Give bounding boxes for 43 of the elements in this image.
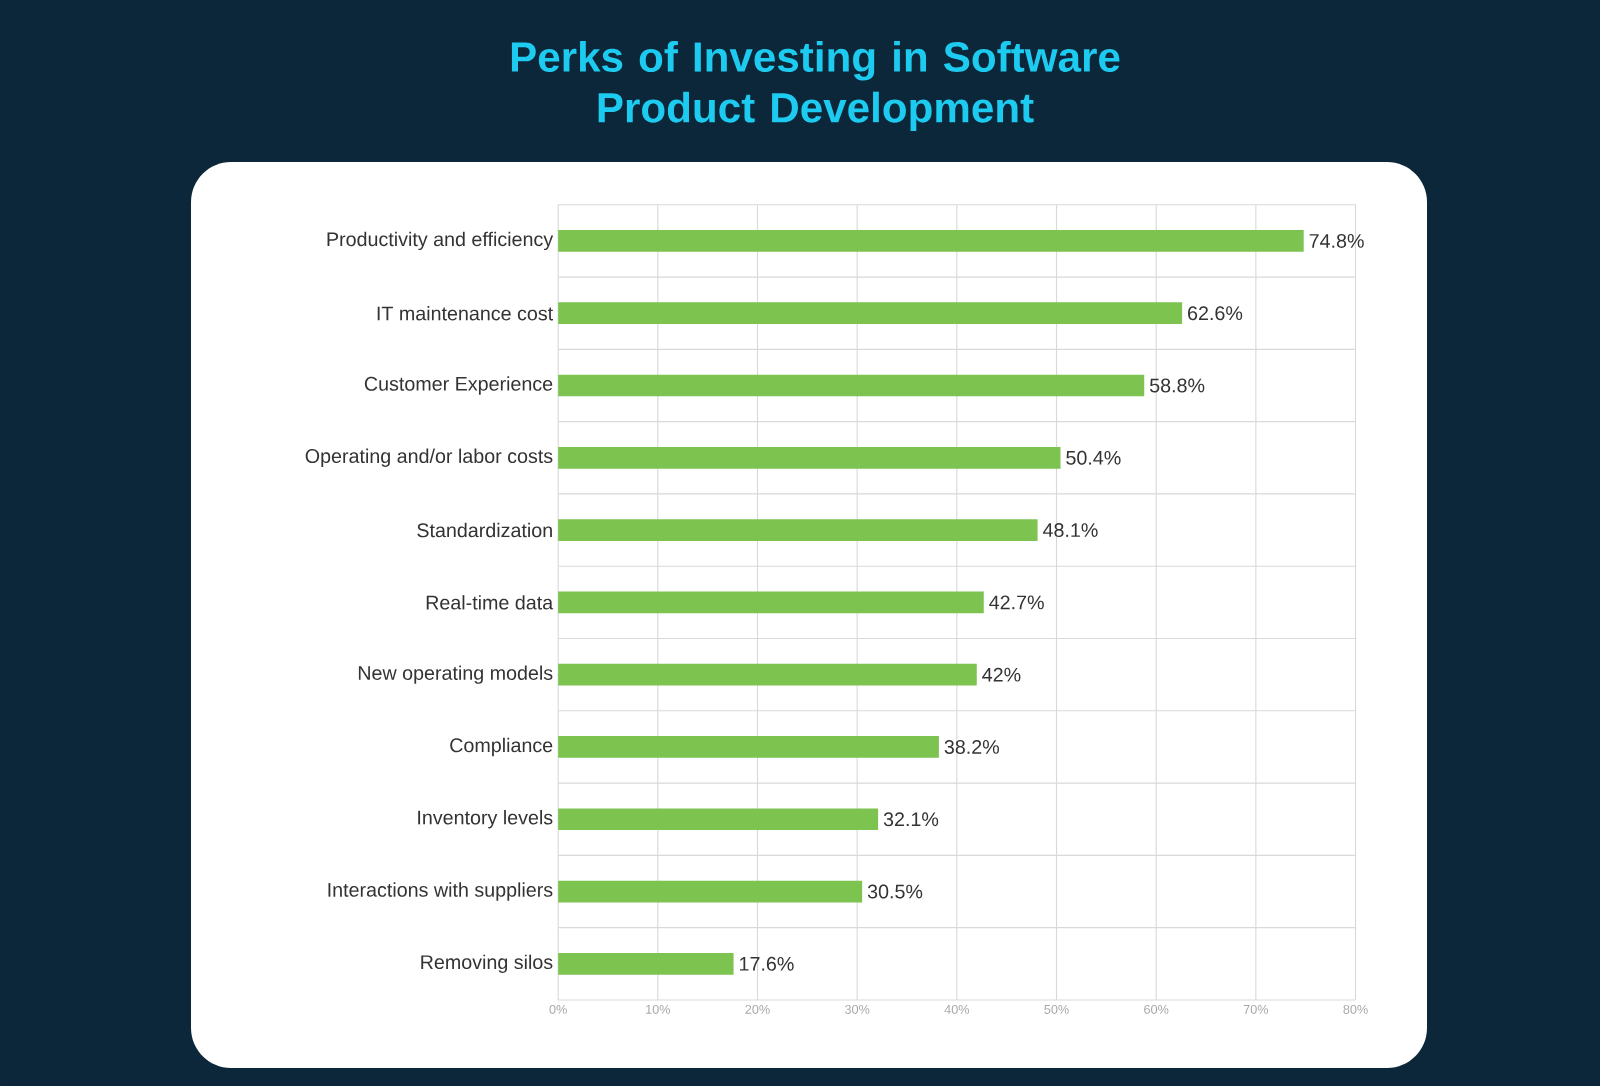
x-tick-label: 30% [844,1004,870,1014]
x-tick-label: 70% [1243,1004,1269,1014]
x-tick-label: 80% [1343,1004,1368,1014]
data-label: 62.6% [1188,306,1243,321]
x-tick-label: 40% [944,1004,970,1014]
bar [558,446,1061,469]
y-tick-label: Removing silos [421,954,553,973]
y-tick-label: Inventory levels [418,810,553,829]
chart-title: Perks of Investing in Software Product Development [511,41,1120,131]
bar [558,663,977,686]
x-tick-label: 50% [1044,1004,1069,1014]
bar [558,808,879,831]
bar [558,519,1038,541]
y-tick-label: Operating and/or labor costs [305,448,553,467]
y-tick-label: Standardization [417,522,552,538]
bar [558,230,1304,252]
data-label: 42.7% [989,595,1044,610]
y-tick-label: New operating models [358,665,553,684]
y-tick-label: Productivity and efficiency [327,231,554,251]
data-label: 74.8% [1309,233,1364,248]
data-label: 58.8% [1149,378,1205,393]
data-label: 50.4% [1066,450,1121,465]
bar [558,952,734,975]
data-label: 42% [982,667,1021,682]
data-label: 38.2% [944,739,999,754]
data-label: 48.1% [1042,523,1098,538]
bar [558,591,984,614]
y-tick-label: Customer Experience [364,376,553,395]
bar [558,302,1183,325]
x-tick-label: 0% [549,1004,567,1014]
x-tick-label: 20% [745,1004,770,1014]
x-tick-label: 60% [1144,1004,1169,1014]
y-tick-label: IT maintenance cost [377,305,554,321]
x-tick-label: 10% [646,1004,671,1014]
y-tick-label: Compliance [450,737,553,757]
y-tick-label: Real-time data [426,595,554,610]
bar [558,736,939,758]
y-tick-label: Interactions with suppliers [328,882,553,901]
data-label: 17.6% [740,956,794,971]
bar [558,374,1145,397]
data-label: 30.5% [867,884,923,899]
data-label: 32.1% [883,812,939,827]
bar [558,880,863,903]
